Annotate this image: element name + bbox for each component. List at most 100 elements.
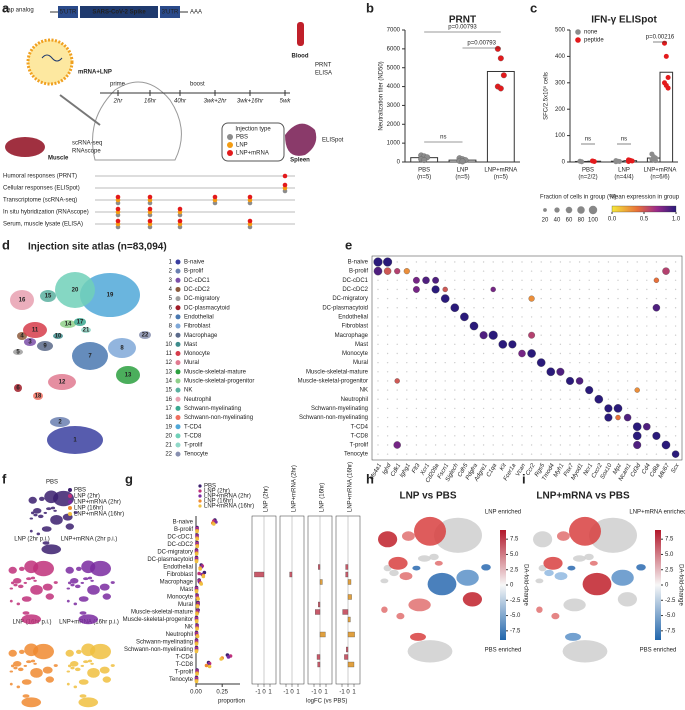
umap-label: 5 <box>16 350 20 356</box>
background-dot <box>492 398 494 400</box>
background-dot <box>665 453 667 455</box>
label: Injection type <box>235 127 271 133</box>
background-dot <box>626 453 629 455</box>
background-dot <box>482 261 485 263</box>
background-dot <box>665 261 667 263</box>
cluster-swatch <box>175 332 181 338</box>
umap-cluster <box>70 661 79 667</box>
cluster-name: Mural <box>184 360 199 366</box>
background-dot <box>386 435 389 437</box>
umap-label: 2 <box>58 420 62 426</box>
background-dot <box>674 380 677 382</box>
background-dot <box>530 261 533 263</box>
x-tick-label: 0 <box>346 690 350 696</box>
background-dot <box>463 307 466 309</box>
background-dot <box>626 325 629 327</box>
x-tick-label: -1 <box>283 690 289 696</box>
background-dot <box>598 288 600 291</box>
cluster-id: 8 <box>169 324 173 330</box>
n-label: (n=4/4) <box>614 175 633 181</box>
legend-label: LNP (2hr) <box>204 489 230 495</box>
background-dot <box>598 361 600 364</box>
label: Muscle <box>48 156 69 162</box>
background-dot <box>578 416 581 419</box>
background-dot <box>521 325 523 327</box>
background-dot <box>444 307 446 309</box>
background-dot <box>463 334 466 336</box>
background-dot <box>598 371 600 373</box>
legend-label: LNP+mRNA (16hr) <box>74 512 124 518</box>
background-dot <box>482 352 485 355</box>
umap-cluster <box>99 583 110 591</box>
background-dot <box>626 307 629 309</box>
data-point <box>653 158 658 164</box>
background-dot <box>646 407 648 410</box>
background-dot <box>588 261 590 263</box>
background-dot <box>386 398 389 400</box>
y-tick-label: 0 <box>562 160 566 166</box>
background-dot <box>396 398 398 400</box>
background-dot <box>521 343 523 346</box>
background-dot <box>665 297 667 300</box>
umap-cluster <box>21 614 42 625</box>
colorbar <box>500 530 506 640</box>
background-dot <box>540 398 542 400</box>
gene-label: Kit <box>499 463 508 472</box>
gene-label: Scx <box>670 462 681 475</box>
background-dot <box>406 352 408 355</box>
umap-label: 16 <box>19 298 26 304</box>
assay-dot <box>115 206 121 212</box>
background-dot <box>559 279 562 281</box>
background-dot <box>444 352 446 355</box>
cluster-name: DC-migratory <box>184 296 220 302</box>
background-dot <box>540 444 542 446</box>
umap-cluster <box>110 664 115 667</box>
expression-dot <box>518 349 526 358</box>
legend-tick-label: 100 <box>588 218 599 224</box>
background-dot <box>454 416 456 419</box>
cluster-id: 12 <box>165 360 172 366</box>
background-dot <box>550 307 552 309</box>
background-dot <box>607 371 610 373</box>
background-dot <box>588 297 590 300</box>
gene-label: Ncr1 <box>583 463 595 477</box>
background-dot <box>444 361 446 364</box>
x-tick-label: 0.25 <box>216 690 228 696</box>
background-dot <box>511 316 514 318</box>
background-dot <box>415 316 418 318</box>
background-dot <box>617 288 619 291</box>
background-dot <box>655 416 658 419</box>
legend-swatch <box>68 488 72 492</box>
background-dot <box>425 416 427 419</box>
background-dot <box>617 261 619 263</box>
umap-cluster <box>33 392 43 400</box>
umap-cluster <box>21 596 32 602</box>
cluster-id: 11 <box>166 351 173 357</box>
background-dot <box>665 398 667 400</box>
expression-dot <box>671 450 680 458</box>
background-dot <box>473 453 475 455</box>
umap-cluster <box>87 659 93 663</box>
dotplot-frame <box>371 255 683 461</box>
umap-cluster <box>23 581 28 584</box>
schematic <box>5 6 317 162</box>
legend-label: LNP (16hr) <box>204 499 233 505</box>
background-dot <box>425 371 427 373</box>
background-dot <box>636 361 638 364</box>
background-dot <box>463 444 466 446</box>
background-dot <box>511 426 514 428</box>
umap-cluster <box>83 577 89 581</box>
proportion-dot <box>207 664 212 669</box>
background-dot <box>665 389 667 391</box>
umap-cluster <box>74 667 81 672</box>
expression-dot <box>661 440 671 450</box>
background-dot <box>636 380 638 382</box>
row-label: DC-cDC2 <box>342 287 368 293</box>
cluster-id: 13 <box>165 369 172 375</box>
background-dot <box>425 270 427 272</box>
background-dot <box>386 444 389 446</box>
x-tick-label: 0 <box>262 690 266 696</box>
background-dot <box>636 297 638 300</box>
background-dot <box>665 307 667 309</box>
cluster-name: DC-plasmacytoid <box>184 305 230 311</box>
